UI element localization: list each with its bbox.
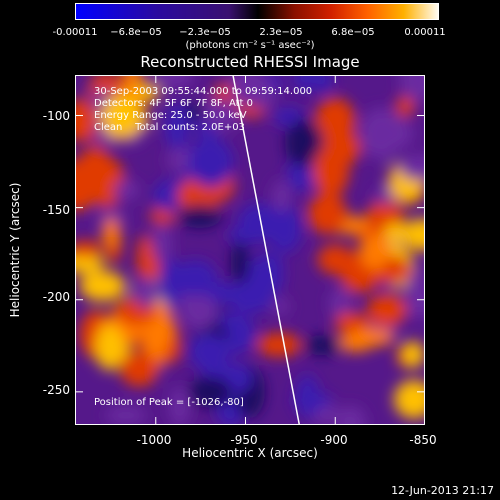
info-time: 30-Sep-2003 09:55:44.000 to 09:59:14.000 (94, 86, 313, 97)
colorbar-tick: −6.8e−05 (110, 27, 162, 38)
intensity-blob (136, 234, 154, 285)
intensity-blob (334, 312, 369, 334)
intensity-blob (75, 252, 104, 274)
intensity-blob (158, 256, 182, 307)
intensity-blob (366, 293, 407, 327)
intensity-blob (203, 99, 240, 131)
colorbar-tick: 2.3e−05 (259, 27, 303, 38)
intensity-blob (164, 110, 190, 150)
intensity-blob (312, 146, 350, 197)
intensity-blob (154, 75, 194, 89)
intensity-blob (97, 208, 126, 226)
x-tick-label: -850 (409, 433, 437, 447)
intensity-blob (95, 324, 125, 371)
x-axis-label: Heliocentric X (arcsec) (182, 446, 318, 460)
intensity-blob (383, 222, 414, 243)
intensity-blob (173, 259, 218, 297)
info-clean: Clean Total counts: 2.0E+03 (94, 122, 245, 133)
intensity-blob (169, 386, 190, 425)
intensity-blob (113, 180, 140, 201)
intensity-blob (183, 102, 205, 121)
intensity-blob (102, 218, 121, 249)
y-tick-label: -100 (42, 109, 70, 123)
intensity-blob (227, 225, 264, 246)
intensity-blob (119, 351, 159, 387)
intensity-blob (360, 233, 390, 270)
intensity-blob (230, 241, 250, 284)
intensity-blob (395, 95, 415, 117)
intensity-blob (284, 119, 324, 167)
y-tick-label: -250 (42, 383, 70, 397)
timestamp: 12-Jun-2013 21:17 (391, 484, 494, 497)
intensity-blob (188, 376, 233, 408)
x-tick-label: -950 (230, 433, 258, 447)
intensity-blob (75, 240, 102, 258)
intensity-blob (393, 379, 425, 419)
intensity-blob (291, 391, 332, 409)
y-tick-label: -150 (42, 203, 70, 217)
intensity-blob (303, 334, 343, 356)
intensity-blob (329, 287, 353, 320)
chart-title: Reconstructed RHESSI Image (140, 53, 360, 71)
peak-position: Position of Peak = [-1026,-80] (94, 397, 244, 408)
y-axis-label: Heliocentric Y (arcsec) (8, 182, 22, 318)
intensity-blob (104, 406, 148, 425)
intensity-blob (79, 270, 126, 302)
intensity-blob (188, 333, 230, 371)
intensity-blob (75, 159, 97, 212)
colorbar-units: (photons cm⁻² s⁻¹ asec⁻²) (185, 40, 315, 51)
intensity-blob (307, 193, 347, 235)
intensity-blob (207, 281, 238, 304)
info-energy: Energy Range: 25.0 - 50.0 keV (94, 110, 247, 121)
intensity-blob (256, 332, 302, 357)
intensity-blob (75, 98, 97, 143)
intensity-blob (133, 276, 160, 308)
colorbar-tick: 6.8e−05 (331, 27, 375, 38)
intensity-blob (112, 113, 150, 130)
intensity-blob (227, 278, 274, 314)
info-detectors: Detectors: 4F 5F 6F 7F 8F, Att 0 (94, 98, 254, 109)
intensity-blob (228, 75, 268, 106)
intensity-blob (399, 75, 425, 103)
y-tick-label: -200 (42, 290, 70, 304)
intensity-blob (381, 118, 414, 150)
colorbar-tick: -0.00011 (52, 27, 98, 38)
intensity-blob (188, 137, 234, 188)
intensity-blob (312, 75, 333, 94)
intensity-blob (405, 267, 425, 318)
colorbar (75, 3, 439, 20)
intensity-blob (270, 298, 290, 315)
colorbar-tick: 0.00011 (404, 27, 446, 38)
x-tick-label: -1000 (136, 433, 172, 447)
limb-line (232, 75, 301, 425)
intensity-blob (151, 224, 172, 264)
intensity-blob (335, 406, 367, 425)
intensity-blob (123, 75, 142, 91)
intensity-blob (336, 332, 375, 352)
colorbar-tick: −2.3e−05 (179, 27, 231, 38)
intensity-blob (177, 204, 222, 229)
intensity-blob (272, 179, 292, 212)
intensity-blob (398, 154, 425, 181)
x-tick-label: -900 (320, 433, 348, 447)
intensity-blob (401, 341, 425, 368)
intensity-blob (293, 75, 315, 91)
heatmap-plot (75, 75, 425, 425)
